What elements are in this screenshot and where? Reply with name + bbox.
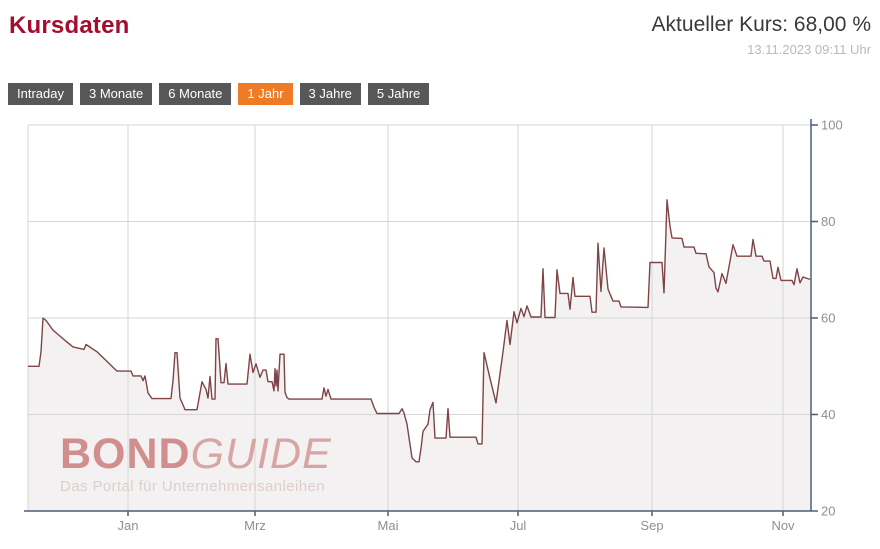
x-axis-label: Nov [771,518,795,533]
x-axis-label: Jul [510,518,527,533]
tab-3-jahre[interactable]: 3 Jahre [299,83,361,105]
tab-intraday[interactable]: Intraday [8,83,73,105]
x-axis-label: Mrz [244,518,266,533]
gridlines [27,124,811,511]
tab-3-monate[interactable]: 3 Monate [79,83,153,105]
price-header: Aktueller Kurs: 68,00 % 13.11.2023 09:11… [652,13,871,57]
series-line [28,199,811,463]
y-axis-label: 60 [821,311,835,326]
series-area [28,199,810,512]
axes [24,119,818,516]
period-tabbar: Intraday 3 Monate 6 Monate 1 Jahr 3 Jahre 5 J… [8,83,430,105]
y-axis-label: 80 [821,214,835,229]
y-axis-labels: 100 80 60 40 20 [821,118,843,519]
x-axis-labels: Jan Mrz Mai Jul Sep Nov [118,518,796,533]
y-axis-label: 100 [821,118,843,133]
y-axis-label: 20 [821,504,835,519]
page-title: Kursdaten [9,12,130,39]
current-price: Aktueller Kurs: 68,00 % [651,13,871,36]
y-axis-label: 40 [821,407,835,422]
x-axis-label: Mai [378,518,399,533]
price-timestamp: 13.11.2023 09:11 Uhr [747,42,871,57]
tab-1-jahr[interactable]: 1 Jahr [238,83,293,105]
tab-5-jahre[interactable]: 5 Jahre [367,83,430,105]
x-axis-label: Sep [640,518,663,533]
tab-6-monate[interactable]: 6 Monate [159,83,232,105]
x-axis-label: Jan [118,518,139,533]
